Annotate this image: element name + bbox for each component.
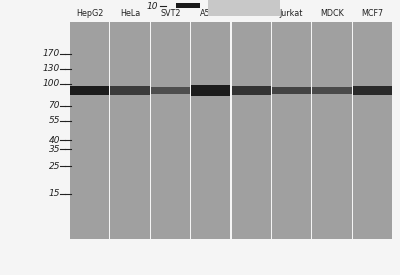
Bar xyxy=(353,22,392,239)
Text: SVT2: SVT2 xyxy=(160,9,181,18)
Bar xyxy=(232,86,271,95)
Text: 55: 55 xyxy=(48,116,60,125)
Text: A549: A549 xyxy=(200,9,221,18)
Bar xyxy=(191,85,230,96)
Text: 100: 100 xyxy=(43,79,60,89)
Text: 15: 15 xyxy=(48,189,60,198)
Bar xyxy=(151,87,190,94)
Bar xyxy=(208,0,280,16)
Text: MCF7: MCF7 xyxy=(361,9,384,18)
Text: 25: 25 xyxy=(48,162,60,171)
Text: 10: 10 xyxy=(146,2,158,10)
Text: 40: 40 xyxy=(48,136,60,145)
Text: MDCK: MDCK xyxy=(320,9,344,18)
Text: 170: 170 xyxy=(43,49,60,58)
Bar xyxy=(176,3,200,8)
Bar xyxy=(232,22,271,239)
Text: COS7: COS7 xyxy=(240,9,262,18)
Text: 130: 130 xyxy=(43,64,60,73)
Bar xyxy=(151,22,190,239)
Text: 70: 70 xyxy=(48,101,60,110)
Text: HeLa: HeLa xyxy=(120,9,140,18)
Bar xyxy=(191,22,230,239)
Text: Jurkat: Jurkat xyxy=(280,9,303,18)
Bar xyxy=(312,87,352,94)
Bar xyxy=(110,22,150,239)
Bar xyxy=(110,86,150,95)
Bar xyxy=(272,22,311,239)
Bar xyxy=(312,22,352,239)
Text: HepG2: HepG2 xyxy=(76,9,103,18)
Bar xyxy=(353,86,392,95)
Bar xyxy=(70,86,109,95)
Bar xyxy=(70,22,109,239)
Text: 35: 35 xyxy=(48,145,60,154)
Bar xyxy=(272,87,311,94)
